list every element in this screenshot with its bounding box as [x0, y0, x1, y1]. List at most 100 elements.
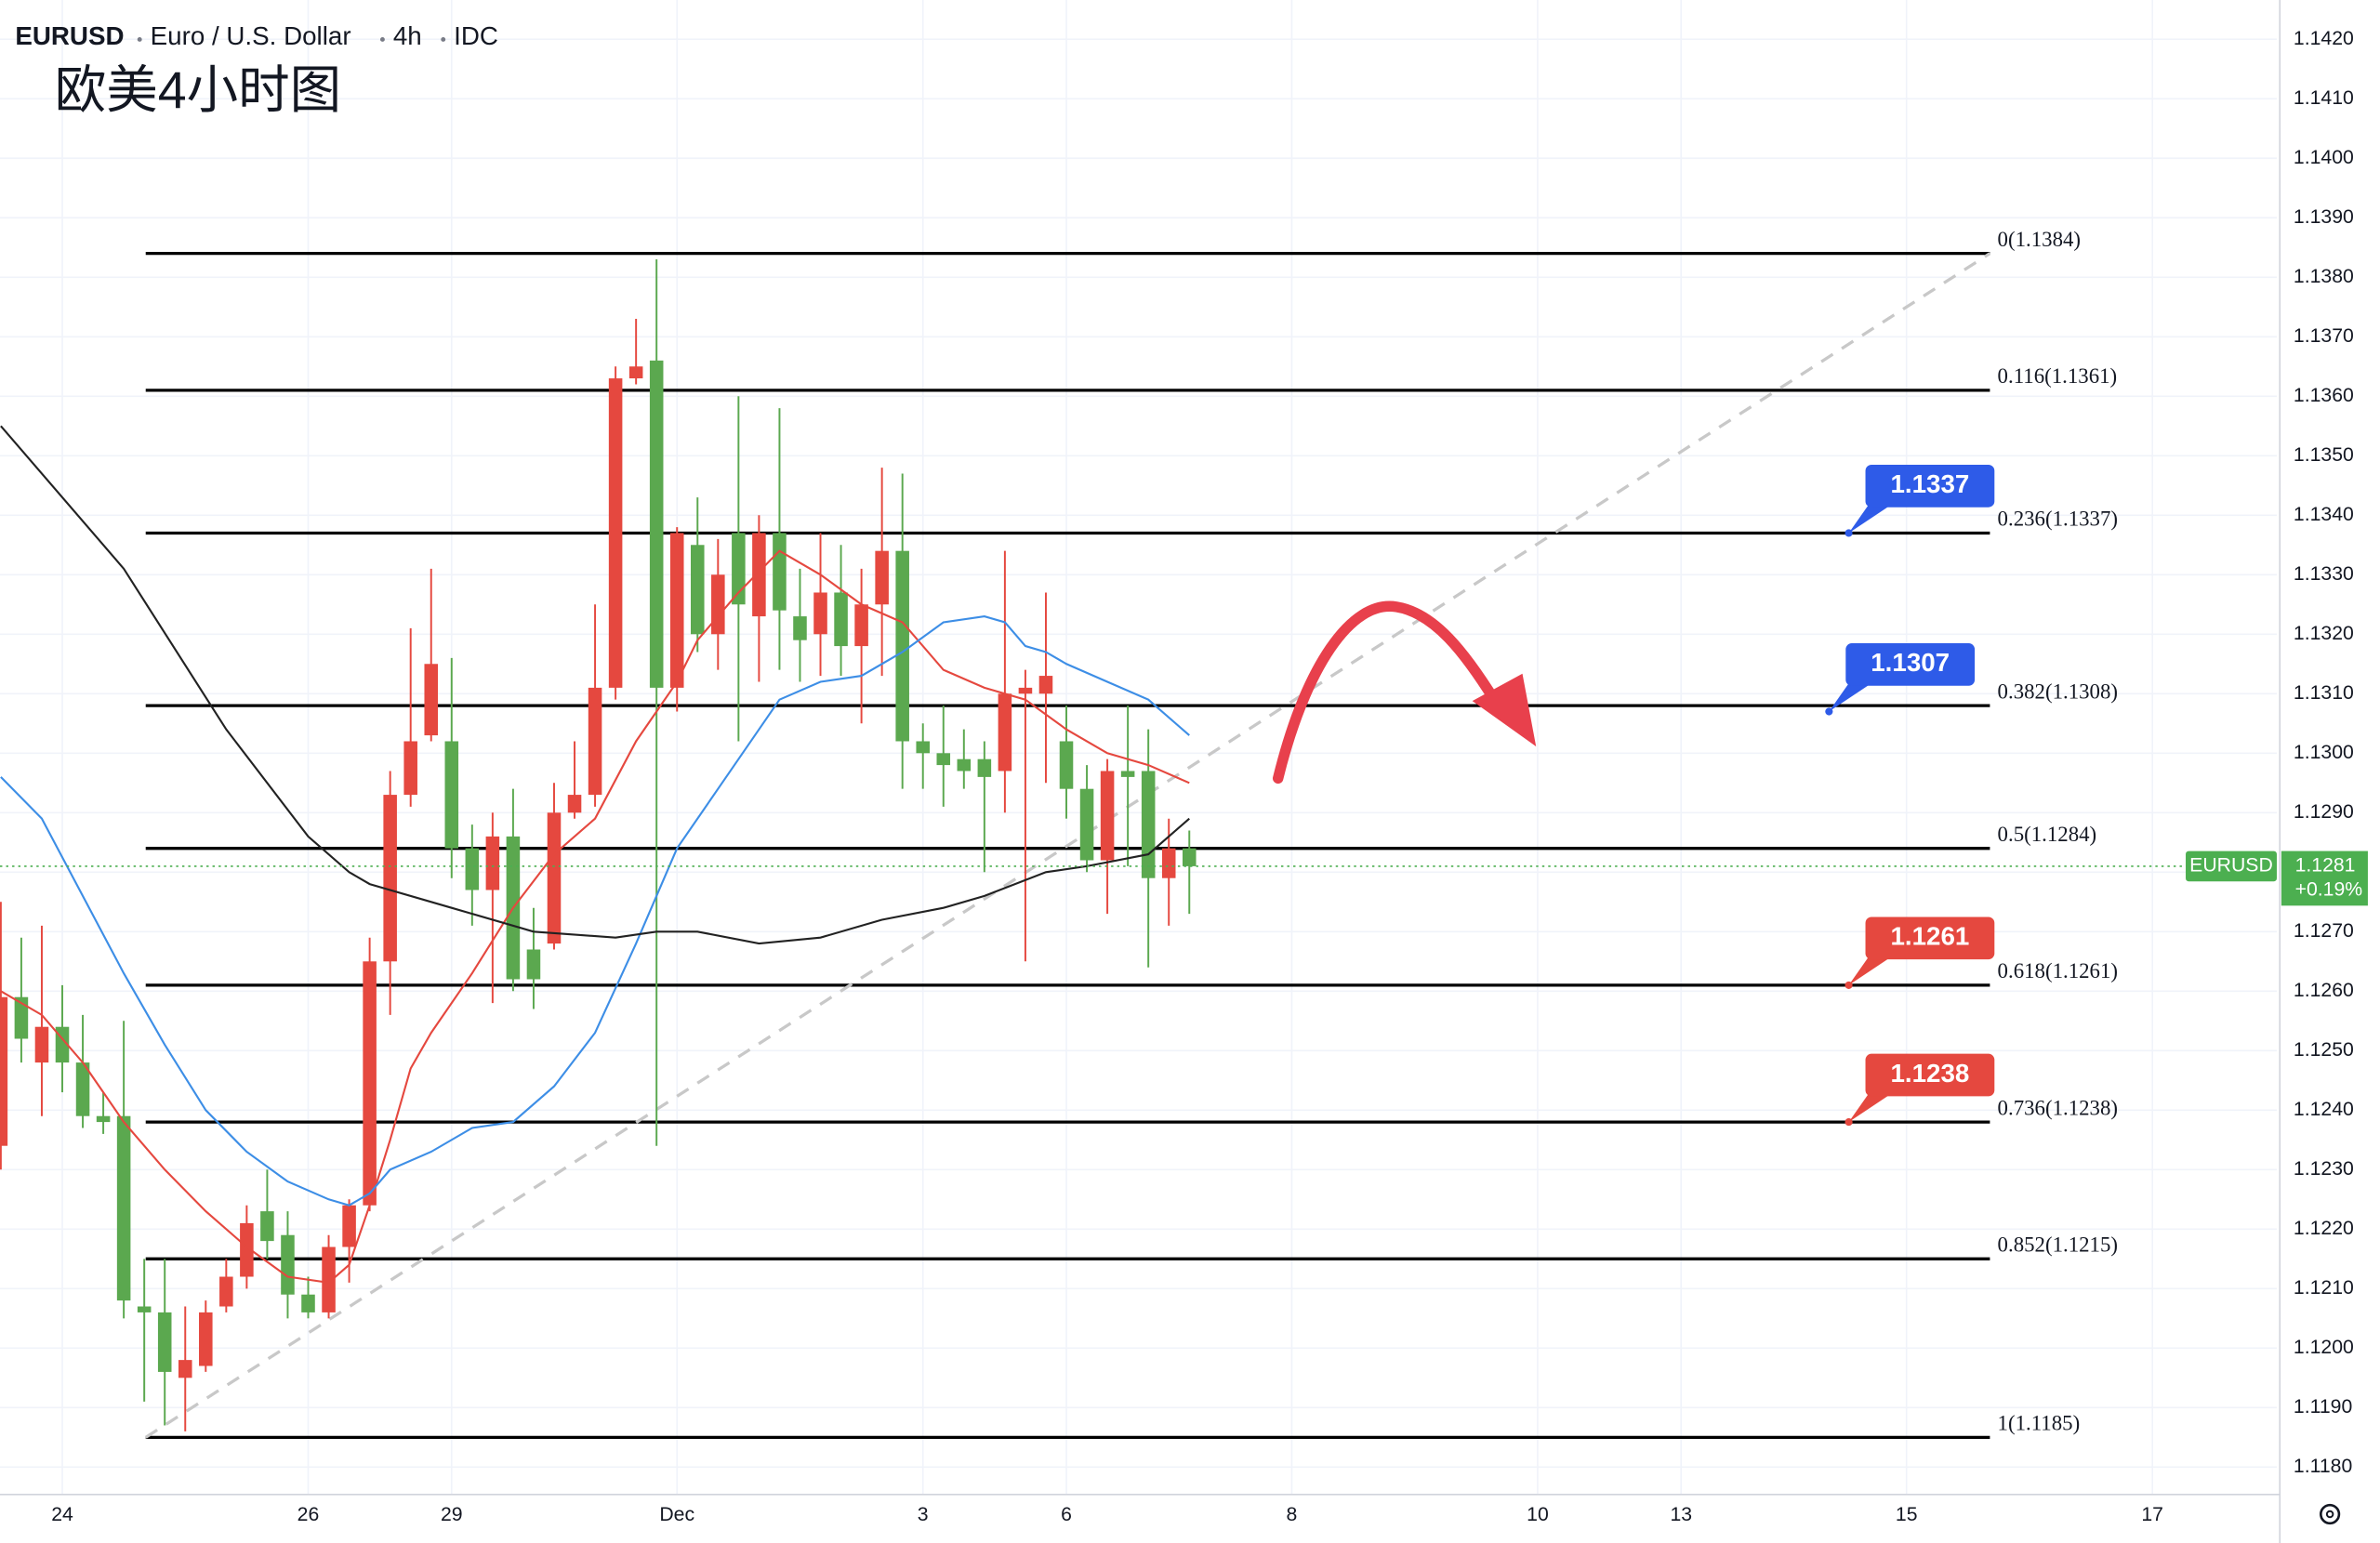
x-tick-label: 13: [1670, 1504, 1692, 1525]
candle-body: [854, 604, 868, 647]
y-tick-label: 1.1340: [2294, 504, 2354, 525]
candle-body: [628, 366, 643, 379]
callout-label: 1.1337: [1890, 469, 1969, 498]
candle-body: [895, 550, 909, 742]
y-tick-label: 1.1290: [2294, 801, 2354, 823]
y-tick-label: 1.1190: [2294, 1396, 2352, 1418]
candle-body: [1182, 848, 1197, 866]
fib-level-label: 0(1.1384): [1998, 228, 2081, 251]
fib-level-label: 0.5(1.1284): [1998, 823, 2097, 846]
x-tick-label: 8: [1287, 1504, 1298, 1525]
y-tick-label: 1.1210: [2294, 1277, 2354, 1299]
candle-body: [219, 1276, 233, 1307]
candle-body: [199, 1312, 213, 1366]
x-tick-label: 26: [298, 1504, 320, 1525]
y-tick-label: 1.1400: [2294, 147, 2354, 168]
candle-body: [444, 741, 459, 849]
candle-body: [322, 1246, 336, 1312]
price-tag-value: 1.1281: [2295, 855, 2356, 877]
moving-average-line: [0, 614, 1190, 1207]
y-tick-label: 1.1370: [2294, 325, 2354, 347]
y-tick-label: 1.1380: [2294, 266, 2354, 287]
callout-pointer: [1848, 955, 1895, 985]
separator: [441, 36, 446, 42]
y-tick-label: 1.1310: [2294, 682, 2354, 704]
x-tick-label: 15: [1896, 1504, 1918, 1525]
arrow-head: [1472, 673, 1537, 747]
fib-trend-line: [144, 252, 1991, 1439]
arrow-curve: [1272, 600, 1501, 785]
gear-hub[interactable]: [2325, 1510, 2334, 1519]
y-tick-label: 1.1390: [2294, 206, 2354, 228]
y-tick-label: 1.1410: [2294, 87, 2354, 109]
overlay-layer: 0(1.1384) 0.116(1.1361) 0.236(1.1337) 0.382…: [1825, 228, 2277, 1435]
candle-body: [588, 687, 602, 796]
separator: [137, 36, 142, 42]
y-tick-label: 1.1350: [2294, 444, 2354, 466]
candle-body: [752, 533, 766, 617]
candle-body: [608, 378, 623, 688]
callout-box: [1865, 917, 1995, 960]
x-tick-label: 17: [2141, 1504, 2163, 1525]
candle-body: [157, 1312, 172, 1372]
candle-body: [813, 592, 827, 635]
candle-body: [936, 753, 951, 766]
candle-body: [1059, 741, 1074, 789]
candle-body: [1018, 687, 1033, 694]
curved-arrow: [1272, 600, 1537, 785]
callout-pointer: [1829, 680, 1875, 712]
candle-body: [998, 693, 1012, 772]
candle-body: [75, 1062, 90, 1116]
candle-body: [977, 758, 992, 777]
candle-body: [485, 836, 500, 890]
fib-level-label: 0.852(1.1215): [1998, 1233, 2118, 1257]
x-tick-label: 29: [441, 1504, 463, 1525]
fib-level-label: 0.736(1.1238): [1998, 1096, 2118, 1119]
candle-body: [1120, 771, 1135, 777]
candle-body: [0, 996, 8, 1146]
x-tick-label: 3: [918, 1504, 929, 1525]
x-tick-label: 6: [1061, 1504, 1072, 1525]
gear[interactable]: [2320, 1503, 2341, 1525]
y-tick-label: 1.1320: [2294, 623, 2354, 644]
chart-title: 欧美4小时图: [55, 61, 341, 119]
axis-layer: 1.1180 1.1190 1.1200 1.1210 1.1220 1.1230 1.12…: [51, 28, 2368, 1525]
candle-body: [137, 1306, 152, 1312]
candle-body: [793, 616, 807, 640]
y-tick-label: 1.1200: [2294, 1337, 2354, 1358]
candle-body: [1079, 788, 1094, 861]
y-tick-label: 1.1230: [2294, 1158, 2354, 1180]
callout-box: [1865, 1053, 1995, 1097]
candle-body: [649, 360, 664, 688]
moving-average-line: [0, 425, 1190, 945]
callout-label: 1.1261: [1890, 922, 1969, 951]
callout-pointer: [1848, 1091, 1895, 1123]
separator: [379, 36, 385, 42]
callout-pointer: [1848, 502, 1895, 534]
candle-body: [301, 1294, 315, 1312]
price-tag-change: +0.19%: [2295, 879, 2363, 901]
plot-layer: [0, 252, 2277, 1439]
y-tick-label: 1.1180: [2294, 1456, 2352, 1477]
callout-anchor: [1844, 529, 1853, 537]
description: Euro / U.S. Dollar: [151, 21, 351, 50]
candle-body: [342, 1205, 356, 1247]
interval: 4h: [393, 21, 422, 50]
symbol-tag: [2186, 851, 2277, 882]
y-tick-label: 1.1260: [2294, 980, 2354, 1001]
price-tag: [2281, 851, 2368, 906]
settings-icon[interactable]: [2320, 1503, 2341, 1525]
y-tick-label: 1.1270: [2294, 920, 2354, 942]
candle-body: [1100, 771, 1115, 861]
callout-label: 1.1238: [1890, 1059, 1969, 1088]
x-tick-label: 24: [51, 1504, 73, 1525]
x-tick-label: Dec: [659, 1504, 694, 1525]
candle-body: [669, 533, 684, 688]
symbol-tag-text: EURUSD: [2189, 855, 2273, 877]
callout-anchor: [1844, 1118, 1853, 1127]
candle-body: [1038, 676, 1053, 694]
candle-body: [691, 545, 705, 635]
candle-body: [547, 812, 562, 944]
